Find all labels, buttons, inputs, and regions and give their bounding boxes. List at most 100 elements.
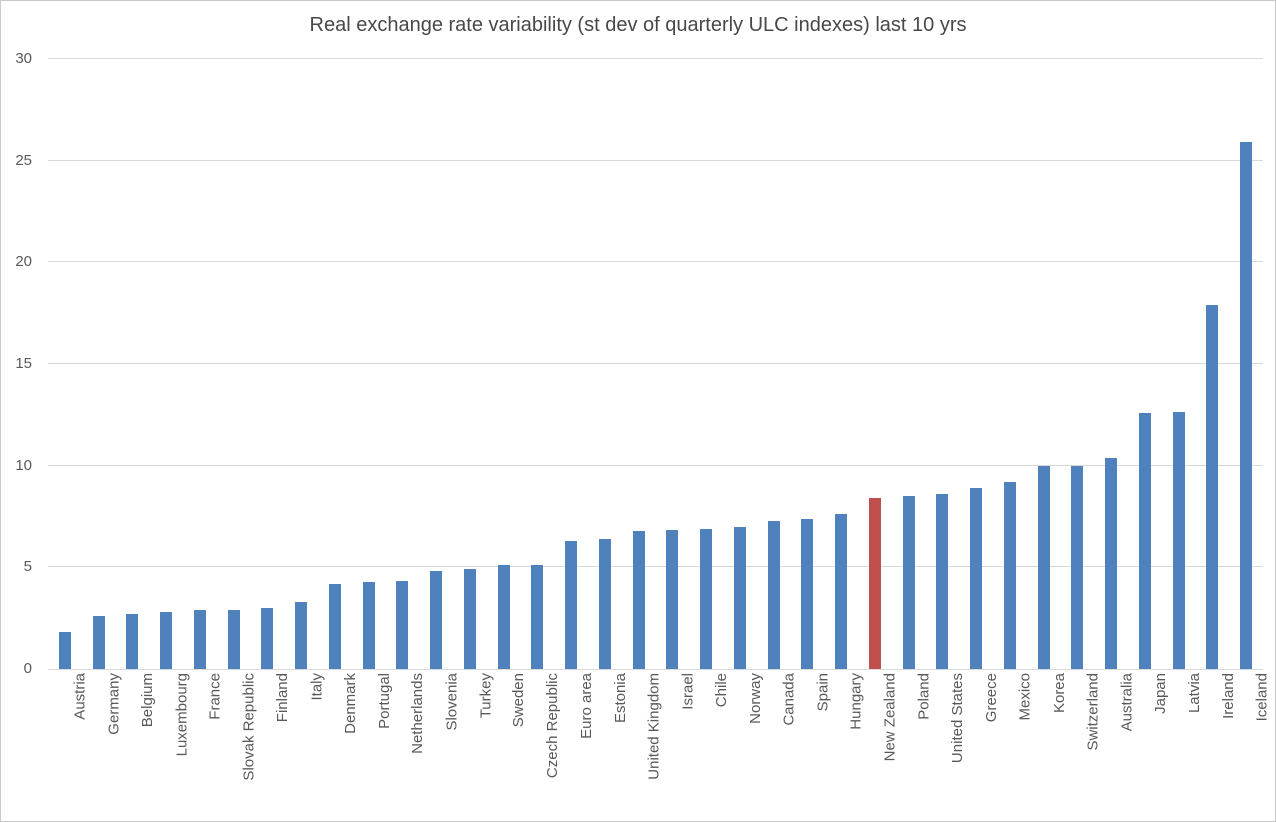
x-axis-label-norway: Norway <box>746 673 764 724</box>
bar-chile <box>700 528 713 669</box>
x-axis-label-belgium: Belgium <box>139 673 157 728</box>
x-axis-label-estonia: Estonia <box>611 673 629 724</box>
bar-slot-denmark <box>318 59 352 669</box>
bar-estonia <box>598 538 611 669</box>
x-axis-label-korea: Korea <box>1050 673 1068 714</box>
bar-slot-austria <box>48 59 82 669</box>
x-axis-label-euro-area: Euro area <box>578 673 596 739</box>
chart-title: Real exchange rate variability (st dev o… <box>309 14 967 36</box>
bar-belgium <box>126 614 139 669</box>
x-axis-label-finland: Finland <box>274 673 292 723</box>
x-axis-label-switzerland: Switzerland <box>1084 673 1102 751</box>
y-axis-tick-label-10: 10 <box>15 456 32 474</box>
x-axis-label-new-zealand: New Zealand <box>881 673 899 762</box>
bar-hungary <box>835 514 848 669</box>
bar-slot-finland <box>251 59 285 669</box>
plot-area <box>48 58 1263 670</box>
bar-slot-united-kingdom <box>622 59 656 669</box>
bar-finland <box>261 608 274 669</box>
bar-slot-united-states <box>926 59 960 669</box>
x-axis-label-greece: Greece <box>983 673 1001 723</box>
y-axis-tick-label-15: 15 <box>15 355 32 372</box>
bar-slot-japan <box>1128 59 1162 669</box>
x-axis-label-chile: Chile <box>713 673 731 708</box>
gridline-10 <box>48 464 1263 466</box>
x-axis-label-iceland: Iceland <box>1253 673 1271 722</box>
x-axis-label-latvia: Latvia <box>1185 673 1203 714</box>
bar-slot-hungary <box>824 59 858 669</box>
bar-slot-switzerland <box>1061 59 1095 669</box>
bar-denmark <box>328 583 341 669</box>
x-axis-label-canada: Canada <box>780 673 798 726</box>
bar-slot-korea <box>1027 59 1061 669</box>
bar-slot-belgium <box>116 59 150 669</box>
bar-israel <box>666 529 679 669</box>
bar-czech-republic <box>531 565 544 669</box>
gridline-30 <box>48 58 1263 59</box>
bar-slot-latvia <box>1162 59 1196 669</box>
x-axis-label-italy: Italy <box>308 673 326 701</box>
bar-portugal <box>362 581 375 669</box>
x-axis-label-france: France <box>206 673 224 720</box>
x-axis-line <box>48 669 1263 670</box>
gridline-20 <box>48 261 1263 263</box>
bar-slot-spain <box>791 59 825 669</box>
bar-new-zealand <box>868 498 881 669</box>
bar-slovak-republic <box>227 610 240 669</box>
bar-slot-greece <box>959 59 993 669</box>
x-axis-label-hungary: Hungary <box>848 673 866 730</box>
bar-slot-italy <box>284 59 318 669</box>
bar-slot-israel <box>656 59 690 669</box>
bar-slovenia <box>430 571 443 669</box>
bar-sweden <box>497 565 510 669</box>
x-axis-label-ireland: Ireland <box>1219 673 1237 719</box>
x-axis-label-czech-republic: Czech Republic <box>544 673 562 779</box>
bar-slot-portugal <box>352 59 386 669</box>
bar-slot-slovak-republic <box>217 59 251 669</box>
bar-slot-euro-area <box>554 59 588 669</box>
bar-turkey <box>463 569 476 669</box>
bar-slot-netherlands <box>386 59 420 669</box>
bar-ireland <box>1206 305 1219 669</box>
x-axis-label-spain: Spain <box>814 673 832 712</box>
bar-slot-iceland <box>1229 59 1263 669</box>
bar-slot-poland <box>892 59 926 669</box>
bar-switzerland <box>1071 465 1084 669</box>
y-axis-tick-label-30: 30 <box>15 50 32 67</box>
gridline-25 <box>48 159 1263 161</box>
bar-united-kingdom <box>632 530 645 669</box>
x-axis-label-japan: Japan <box>1151 673 1169 714</box>
bar-latvia <box>1172 411 1185 669</box>
bar-poland <box>902 496 915 669</box>
gridline-5 <box>48 566 1263 568</box>
x-axis-label-netherlands: Netherlands <box>409 673 427 754</box>
gridline-15 <box>48 363 1263 364</box>
bar-korea <box>1037 465 1050 669</box>
bar-slot-slovenia <box>419 59 453 669</box>
bar-japan <box>1138 412 1151 669</box>
x-axis-label-united-kingdom: United Kingdom <box>645 673 663 780</box>
bar-slot-ireland <box>1196 59 1230 669</box>
x-axis-label-israel: Israel <box>679 673 697 710</box>
bar-germany <box>92 616 105 669</box>
bar-austria <box>58 632 71 669</box>
x-axis-label-slovenia: Slovenia <box>443 673 461 731</box>
bar-netherlands <box>396 580 409 669</box>
bar-slot-luxembourg <box>149 59 183 669</box>
y-axis-tick-label-5: 5 <box>23 558 32 576</box>
bar-slot-sweden <box>487 59 521 669</box>
bar-mexico <box>1003 481 1016 669</box>
bar-slot-czech-republic <box>521 59 555 669</box>
x-axis-label-luxembourg: Luxembourg <box>173 673 191 757</box>
x-axis-label-portugal: Portugal <box>375 673 393 729</box>
x-axis-label-australia: Australia <box>1118 673 1136 732</box>
y-axis-tick-label-25: 25 <box>15 151 32 169</box>
y-axis-tick-label-0: 0 <box>23 660 32 677</box>
x-axis-label-denmark: Denmark <box>341 673 359 734</box>
x-axis-label-poland: Poland <box>915 673 933 720</box>
x-axis-label-sweden: Sweden <box>510 673 528 728</box>
bar-slot-new-zealand <box>858 59 892 669</box>
x-axis-label-mexico: Mexico <box>1016 673 1034 721</box>
bar-spain <box>801 518 814 669</box>
